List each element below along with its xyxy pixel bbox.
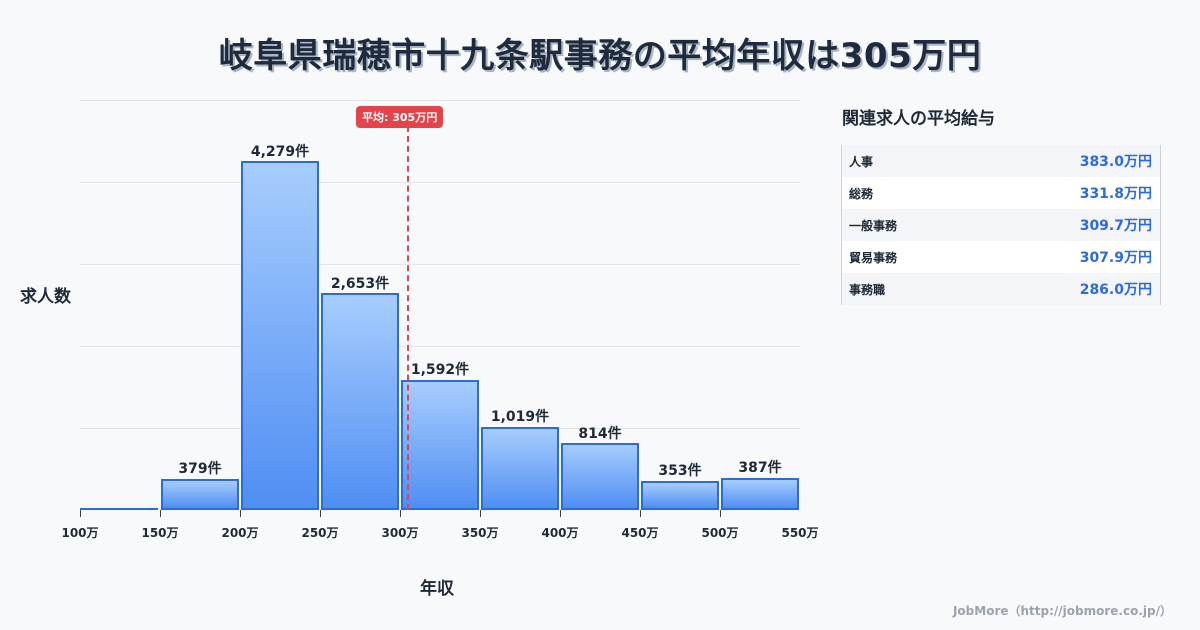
bar-value-label: 814件 — [578, 426, 622, 442]
gridline — [80, 100, 800, 101]
salary-value: 286.0万円 — [1079, 282, 1152, 298]
bar-value-label: 353件 — [658, 463, 702, 479]
y-axis-label: 求人数 — [20, 287, 71, 307]
bar-200-250 — [241, 161, 319, 510]
tick — [160, 510, 161, 517]
x-tick-label: 450万 — [621, 526, 659, 540]
related-salary-table: 人事 383.0万円 総務 331.8万円 一般事務 309.7万円 貿易事務 … — [841, 145, 1161, 305]
bar-value-label: 1,592件 — [410, 362, 470, 378]
salary-row: 人事 383.0万円 — [842, 145, 1160, 177]
bar-100-150 — [80, 508, 158, 510]
gridline — [80, 182, 800, 183]
tick — [480, 510, 481, 517]
bar-value-label: 4,279件 — [250, 144, 310, 160]
tick — [560, 510, 561, 517]
x-axis-label: 年収 — [420, 579, 454, 599]
x-tick-label: 300万 — [381, 526, 419, 540]
salary-row: 事務職 286.0万円 — [842, 273, 1160, 305]
bar-450-500 — [641, 481, 719, 510]
bar-400-450 — [561, 443, 639, 510]
x-tick-label: 550万 — [781, 526, 819, 540]
salary-value: 383.0万円 — [1079, 154, 1152, 170]
tick — [320, 510, 321, 517]
salary-row: 総務 331.8万円 — [842, 177, 1160, 209]
tick — [640, 510, 641, 517]
job-name: 総務 — [849, 186, 874, 201]
salary-value: 307.9万円 — [1079, 250, 1152, 266]
tick — [80, 510, 81, 517]
bar-value-label: 379件 — [178, 461, 222, 477]
x-tick-label: 150万 — [141, 526, 179, 540]
tick — [400, 510, 401, 517]
x-tick-label: 350万 — [461, 526, 499, 540]
bar-300-350 — [401, 380, 479, 510]
bar-250-300 — [321, 293, 399, 510]
x-tick-label: 100万 — [61, 526, 99, 540]
x-tick-label: 200万 — [221, 526, 259, 540]
gridline — [80, 346, 800, 347]
bar-value-label: 2,653件 — [330, 276, 390, 292]
job-name: 人事 — [849, 154, 874, 169]
page-title: 岐阜県瑞穂市十九条駅事務の平均年収は305万円 — [218, 36, 982, 76]
job-name: 事務職 — [849, 282, 886, 297]
salary-row: 一般事務 309.7万円 — [842, 209, 1160, 241]
gridline — [80, 264, 800, 265]
related-salary-title: 関連求人の平均給与 — [842, 109, 995, 129]
mean-line — [407, 126, 409, 510]
histogram-plot: 379件 4,279件 2,653件 1,592件 1,019件 814件 35… — [80, 100, 800, 510]
job-name: 貿易事務 — [849, 250, 898, 265]
bar-value-label: 387件 — [738, 460, 782, 476]
salary-row: 貿易事務 307.9万円 — [842, 241, 1160, 273]
salary-value: 309.7万円 — [1079, 218, 1152, 234]
job-name: 一般事務 — [849, 218, 898, 233]
mean-badge: 平均: 305万円 — [356, 106, 444, 128]
bar-350-400 — [481, 427, 559, 510]
bar-value-label: 1,019件 — [490, 409, 550, 425]
x-tick-label: 400万 — [541, 526, 579, 540]
bar-150-200 — [161, 479, 239, 510]
bar-500-550 — [721, 478, 799, 510]
x-axis — [80, 510, 800, 517]
tick — [240, 510, 241, 517]
salary-value: 331.8万円 — [1079, 186, 1152, 202]
source-credit: JobMore（http://jobmore.co.jp/） — [952, 604, 1172, 618]
x-tick-label: 250万 — [301, 526, 339, 540]
x-tick-label: 500万 — [701, 526, 739, 540]
tick — [720, 510, 721, 517]
